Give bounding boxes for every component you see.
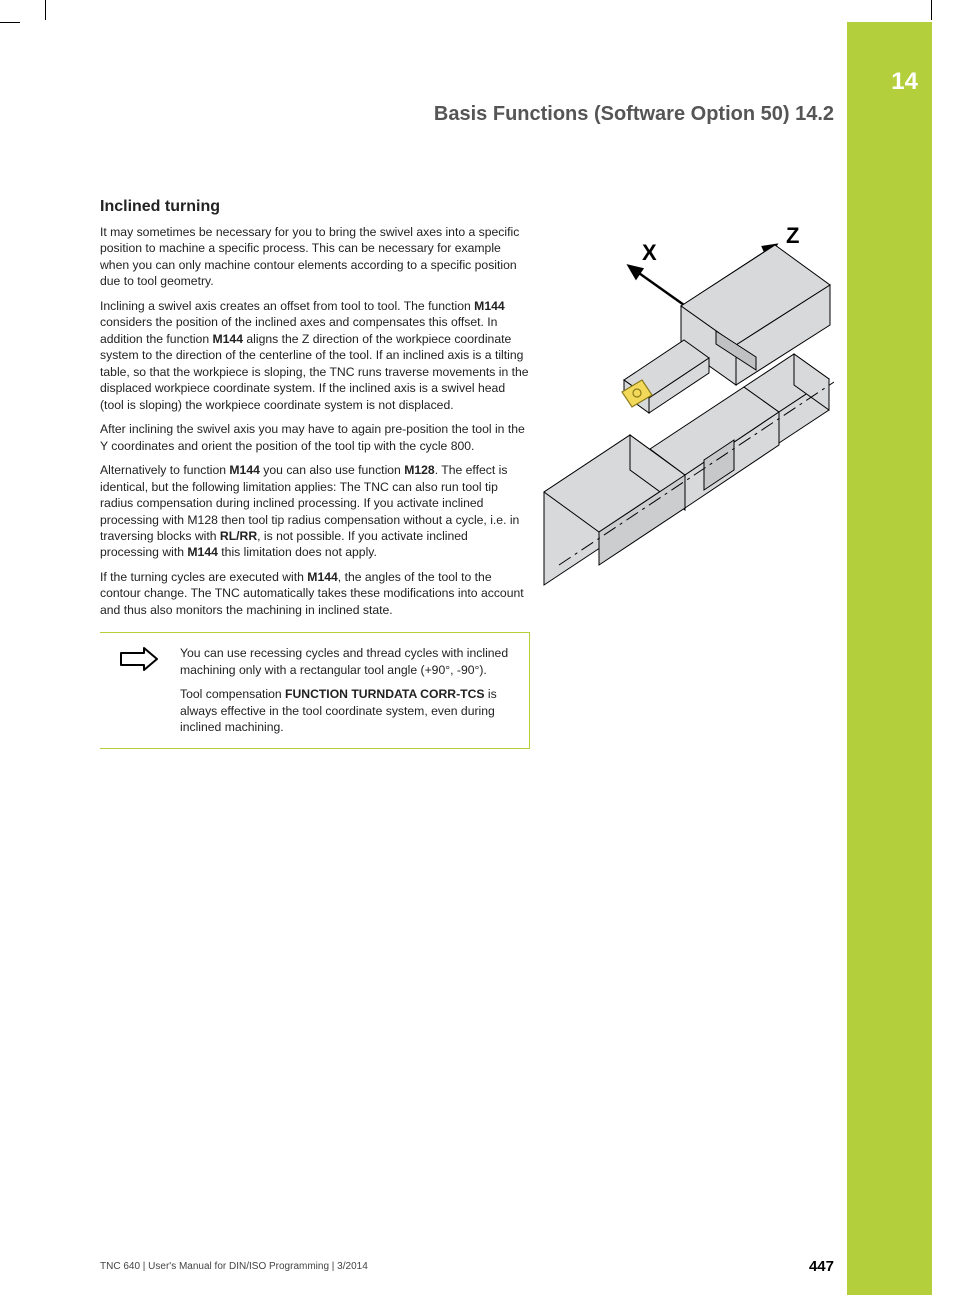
code-rlrr: RL/RR xyxy=(220,529,257,543)
heading-inclined-turning: Inclined turning xyxy=(100,198,530,216)
text: Alternatively to function xyxy=(100,463,229,477)
paragraph: If the turning cycles are executed with … xyxy=(100,569,530,618)
workpiece xyxy=(544,354,829,585)
page-number: 447 xyxy=(809,1258,834,1275)
paragraph: Alternatively to function M144 you can a… xyxy=(100,462,530,561)
paragraph: It may sometimes be necessary for you to… xyxy=(100,224,530,290)
text: If the turning cycles are executed with xyxy=(100,570,307,584)
figure-inclined-turning: X Z xyxy=(534,210,834,600)
code-m128: M128 xyxy=(404,463,435,477)
x-axis-arrow xyxy=(629,266,684,305)
text: Tool compensation xyxy=(180,687,285,701)
code-m144: M144 xyxy=(229,463,260,477)
arrow-icon xyxy=(118,645,160,673)
paragraph: Inclining a swivel axis creates an offse… xyxy=(100,298,530,413)
text: Inclining a swivel axis creates an offse… xyxy=(100,299,474,313)
code-m144: M144 xyxy=(307,570,338,584)
note-paragraph: You can use recessing cycles and thread … xyxy=(180,645,519,678)
code-function: FUNCTION TURNDATA CORR-TCS xyxy=(285,687,485,701)
paragraph: After inclining the swivel axis you may … xyxy=(100,421,530,454)
code-m144: M144 xyxy=(474,299,505,313)
note-box: You can use recessing cycles and thread … xyxy=(100,632,530,748)
footer-doc-info: TNC 640 | User's Manual for DIN/ISO Prog… xyxy=(100,1261,368,1272)
chapter-number: 14 xyxy=(891,68,918,96)
x-label: X xyxy=(642,240,657,265)
z-label: Z xyxy=(786,223,799,248)
note-paragraph: Tool compensation FUNCTION TURNDATA CORR… xyxy=(180,686,519,735)
text: you can also use function xyxy=(260,463,404,477)
code-m144: M144 xyxy=(187,545,218,559)
text: this limitation does not apply. xyxy=(218,545,377,559)
code-m144: M144 xyxy=(212,332,243,346)
main-content: Inclined turning It may sometimes be nec… xyxy=(100,198,530,749)
chapter-tab xyxy=(847,22,932,1295)
section-title: Basis Functions (Software Option 50) 14.… xyxy=(434,103,834,126)
